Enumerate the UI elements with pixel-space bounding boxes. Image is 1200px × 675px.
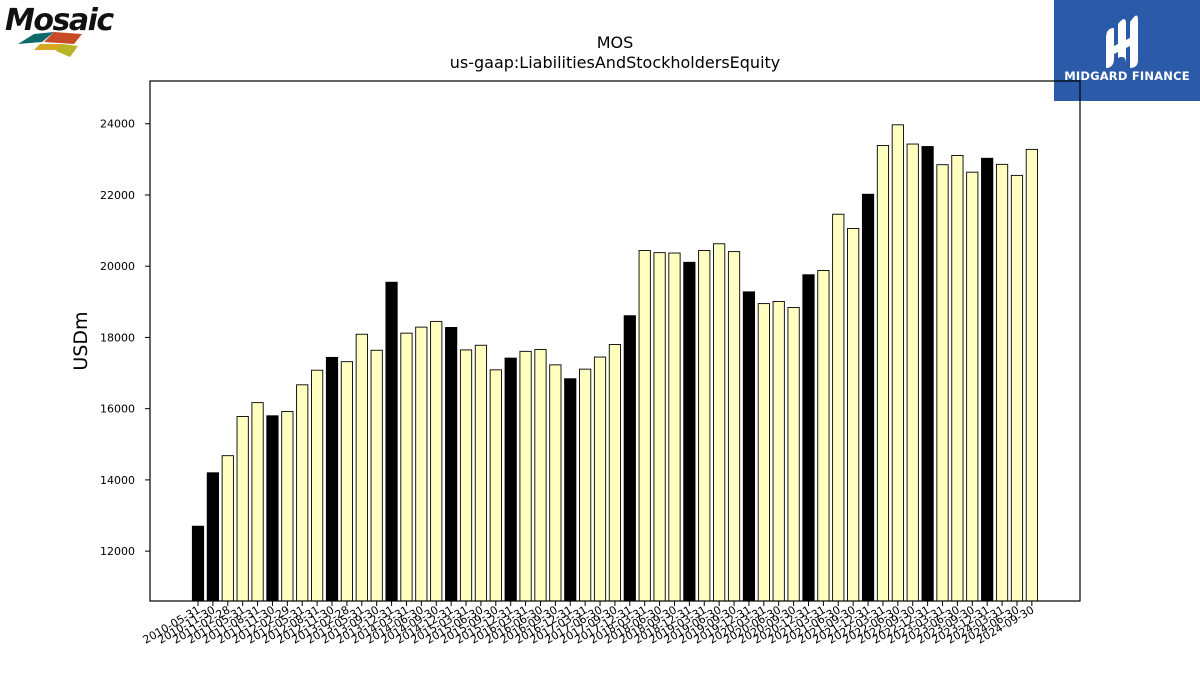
- bar-2017-12-31: [623, 315, 636, 602]
- y-tick-label-16000: 16000: [100, 403, 135, 416]
- chart-subtitle: us-gaap:LiabilitiesAndStockholdersEquity: [450, 53, 781, 72]
- bar-2020-12-31: [802, 274, 815, 602]
- bar-2015-03-31: [459, 349, 473, 602]
- mosaic-tile-gold: [34, 44, 62, 50]
- bar-2014-06-30: [415, 326, 428, 602]
- midgard-finance-icon: [1106, 15, 1138, 69]
- bar-2017-03-31: [579, 368, 592, 602]
- bar-2019-09-30: [727, 251, 741, 602]
- bar-2019-06-30: [713, 243, 726, 602]
- bar-2020-03-31: [757, 303, 770, 602]
- bar-2015-12-31: [504, 357, 517, 602]
- bar-2021-12-31: [861, 193, 875, 602]
- bar-2016-09-30: [549, 364, 562, 602]
- bar-2013-02-28: [340, 361, 354, 602]
- bar-2012-02-29: [281, 411, 294, 602]
- bar-2018-03-31: [638, 250, 651, 602]
- bar-2022-09-30: [906, 143, 919, 602]
- y-tick-label-22000: 22000: [100, 189, 135, 202]
- y-tick-label-12000: 12000: [100, 545, 135, 558]
- bar-2014-03-31: [400, 332, 413, 602]
- bar-2023-12-31: [981, 157, 994, 602]
- y-tick-label-14000: 14000: [100, 474, 135, 487]
- bar-2010-05-31: [191, 525, 205, 602]
- bar-2014-09-30: [430, 320, 443, 602]
- x-axis: 2010-05-312010-11-302011-02-282011-05-31…: [141, 601, 1036, 647]
- mosaic-tile-green: [56, 44, 78, 57]
- bar-2016-03-31: [519, 350, 532, 602]
- mosaic-logo-icon: Mosaic: [5, 3, 116, 57]
- mosaic-wordmark: Mosaic: [5, 3, 114, 38]
- bar-2016-06-30: [534, 349, 547, 602]
- bar-2024-06-30: [1010, 174, 1024, 602]
- bar-2011-02-28: [221, 455, 234, 602]
- bar-2022-06-30: [891, 124, 904, 602]
- bar-2011-08-31: [251, 402, 264, 602]
- midgard-finance-logo: MIDGARD FINANCE: [1054, 0, 1200, 101]
- bar-2019-12-31: [742, 291, 756, 602]
- bar-2022-03-31: [876, 145, 890, 602]
- midgard-finance-wordmark: MIDGARD FINANCE: [1064, 69, 1190, 83]
- bar-2017-06-30: [593, 356, 607, 602]
- bar-2015-09-30: [489, 369, 502, 602]
- y-tick-label-18000: 18000: [100, 331, 135, 344]
- bar-2022-12-31: [921, 146, 934, 602]
- bars: [191, 124, 1038, 602]
- y-tick-label-20000: 20000: [100, 260, 135, 273]
- bar-2014-12-31: [445, 327, 458, 602]
- bar-2011-05-31: [236, 416, 249, 602]
- bar-2024-09-30: [1025, 148, 1038, 602]
- bar-2020-09-30: [787, 307, 800, 602]
- bar-2020-06-30: [772, 301, 785, 602]
- bar-2012-11-30: [325, 356, 339, 602]
- bar-2023-09-30: [966, 171, 979, 602]
- bar-2021-09-30: [847, 227, 860, 602]
- bar-2021-03-31: [817, 270, 830, 602]
- bar-2018-09-30: [668, 252, 681, 602]
- chart-title: MOS: [597, 33, 634, 52]
- bar-2016-12-31: [564, 378, 577, 602]
- bar-2023-03-31: [936, 164, 949, 602]
- mosaic-tile-teal: [18, 32, 54, 44]
- bar-2010-11-30: [206, 472, 219, 602]
- y-tick-label-24000: 24000: [100, 118, 135, 131]
- bar-2015-06-30: [474, 344, 488, 602]
- mosaic-logo: Mosaic: [4, 2, 128, 62]
- plot-frame: [149, 80, 1081, 602]
- bar-2018-06-30: [653, 252, 666, 602]
- bar-2023-06-30: [951, 154, 964, 602]
- bar-2012-05-31: [296, 384, 309, 602]
- mosaic-tile-orange: [44, 32, 82, 44]
- bar-2013-09-30: [370, 349, 383, 602]
- bar-2018-12-31: [683, 261, 696, 602]
- bar-2019-03-31: [698, 250, 711, 602]
- bar-2024-03-31: [995, 163, 1009, 602]
- bar-2013-05-31: [355, 333, 368, 602]
- y-axis: 12000 14000 16000 18000 20000 22000 24000: [100, 118, 150, 558]
- y-axis-label: USDm: [70, 311, 92, 370]
- bar-2012-08-31: [311, 369, 324, 602]
- bar-2017-09-30: [608, 344, 622, 602]
- bar-2013-12-31: [385, 281, 398, 602]
- bar-2021-06-30: [832, 213, 845, 602]
- bar-2011-11-30: [266, 415, 279, 602]
